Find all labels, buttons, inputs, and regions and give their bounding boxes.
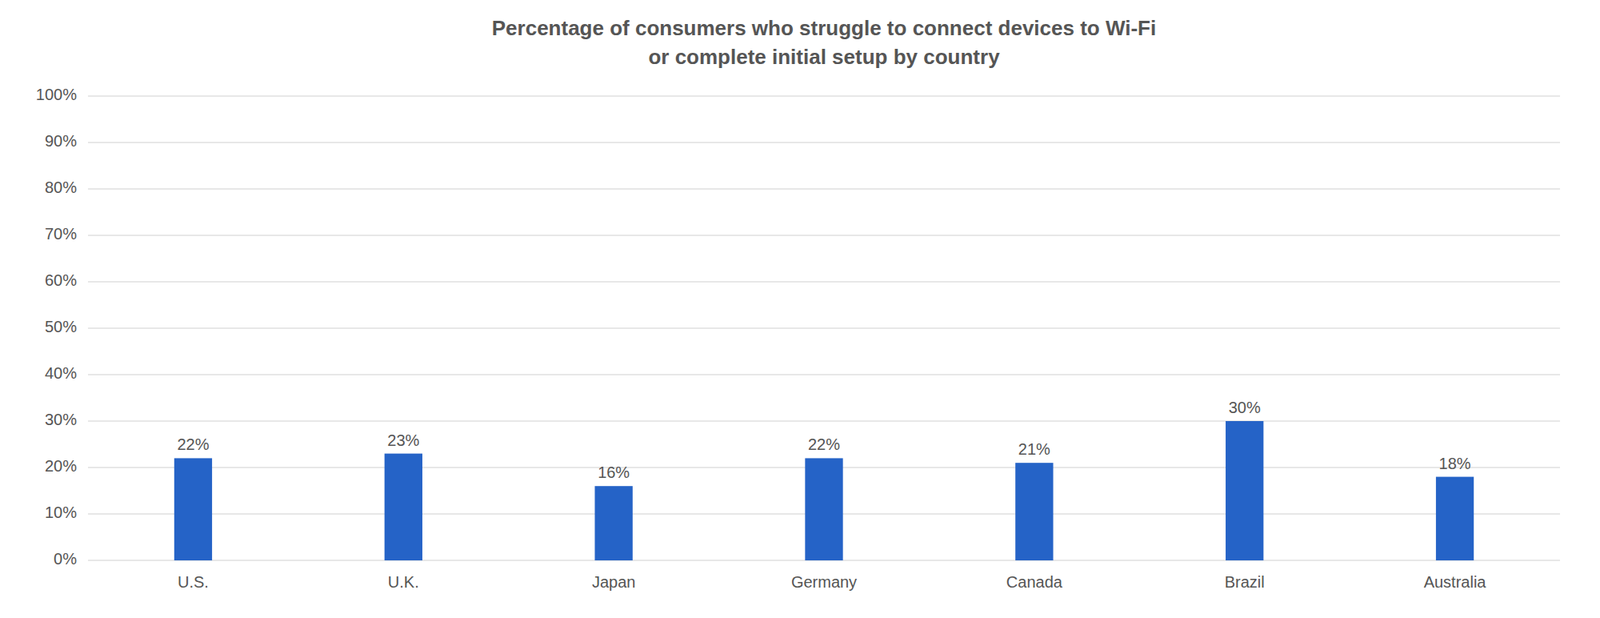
x-tick-label: U.K. xyxy=(388,572,420,591)
y-tick-label: 30% xyxy=(44,410,77,428)
bar xyxy=(174,457,212,560)
y-tick-label: 100% xyxy=(36,85,77,104)
data-label: 21% xyxy=(1018,440,1051,458)
x-tick-label: Canada xyxy=(1006,572,1064,591)
data-label: 16% xyxy=(597,463,630,481)
y-tick-label: 10% xyxy=(44,503,77,521)
x-tick-label: Japan xyxy=(592,572,636,591)
bar xyxy=(1015,462,1053,560)
bar xyxy=(1436,476,1474,560)
grid-line xyxy=(88,281,1560,283)
y-tick-label: 20% xyxy=(44,456,77,475)
x-tick-label: Brazil xyxy=(1224,572,1265,591)
bar xyxy=(384,453,423,560)
grid xyxy=(88,96,1560,560)
grid-line xyxy=(88,420,1560,422)
y-tick-label: 60% xyxy=(44,271,77,289)
data-labels: 22% 23% 16% 22% 21% 30% 18% xyxy=(176,398,1471,481)
chart: 0% 10% 20% 30% 40% 50% 60% 70% 80% 90% 100% 22% 23% 1… xyxy=(0,0,1600,618)
title: Percentage of consumers who struggle to … xyxy=(492,16,1156,69)
grid-line xyxy=(88,374,1560,376)
chart-container: 0% 10% 20% 30% 40% 50% 60% 70% 80% 90% 100% 22% 23% 1… xyxy=(0,0,1600,618)
x-tick-label: Germany xyxy=(791,572,857,591)
x-axis: U.S. U.K. Japan Germany Canada Brazil Australi… xyxy=(177,572,1487,591)
grid-line xyxy=(88,96,1560,97)
y-tick-label: 40% xyxy=(44,364,77,382)
y-axis: 0% 10% 20% 30% 40% 50% 60% 70% 80% 90% 100% xyxy=(36,85,77,568)
y-tick-label: 50% xyxy=(44,317,77,336)
bar xyxy=(804,457,843,560)
y-tick-label: 0% xyxy=(53,549,77,568)
bar xyxy=(594,485,632,560)
grid-line xyxy=(88,328,1560,329)
y-tick-label: 70% xyxy=(44,224,77,243)
y-tick-label: 90% xyxy=(44,132,77,150)
data-label: 22% xyxy=(176,435,209,453)
data-label: 30% xyxy=(1228,398,1261,416)
data-label: 18% xyxy=(1439,454,1472,472)
x-tick-label: U.S. xyxy=(177,572,209,591)
data-label: 23% xyxy=(387,431,420,449)
grid-line xyxy=(88,142,1560,144)
y-tick-label: 80% xyxy=(44,178,77,196)
grid-line xyxy=(88,235,1560,236)
grid-line xyxy=(88,188,1560,190)
data-label: 22% xyxy=(808,435,840,453)
bar xyxy=(1225,420,1264,560)
x-tick-label: Australia xyxy=(1424,572,1488,591)
bars xyxy=(174,420,1474,560)
